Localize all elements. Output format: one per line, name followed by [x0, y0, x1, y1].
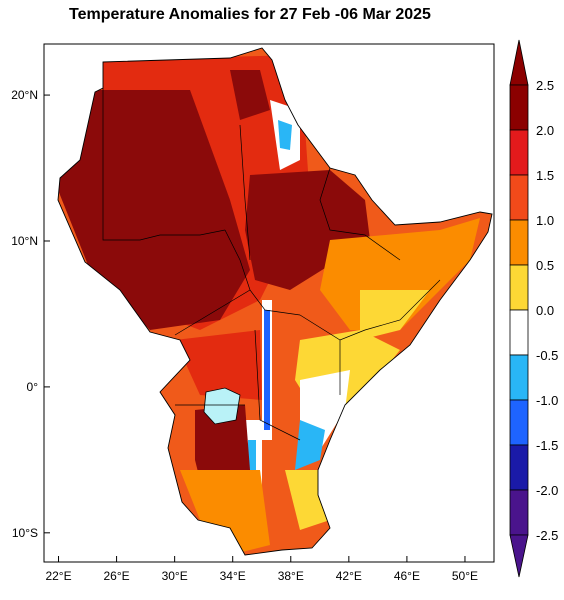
colorbar-segment	[509, 489, 529, 536]
colorbar-segment	[509, 399, 529, 446]
colorbar-label: 0.0	[536, 303, 554, 318]
colorbar-segment	[509, 354, 529, 401]
colorbar-label: -2.5	[536, 528, 558, 543]
colorbar-segment	[509, 219, 529, 266]
colorbar-label: 0.5	[536, 258, 554, 273]
lon-tick-label: 26°E	[104, 569, 130, 583]
lon-tick-label: 22°E	[45, 569, 71, 583]
lon-tick-label: 46°E	[394, 569, 420, 583]
lat-tick-label: 10°N	[11, 234, 38, 248]
colorbar-label: 1.0	[536, 213, 554, 228]
lon-axis: 22°E 26°E 30°E 34°E 38°E 42°E 46°E 50°E	[45, 556, 478, 583]
colorbar-segment	[509, 129, 529, 176]
lat-axis: 20°N 10°N 0° 10°S	[11, 88, 50, 540]
colorbar-label: -1.5	[536, 438, 558, 453]
colorbar-label: -0.5	[536, 348, 558, 363]
map-title: Temperature Anomalies for 27 Feb -06 Mar…	[69, 6, 431, 23]
colorbar-label: 2.5	[536, 78, 554, 93]
colorbar-segment	[509, 264, 529, 311]
colorbar-label: 1.5	[536, 168, 554, 183]
lake-victoria	[203, 387, 241, 425]
colorbar-bottom-arrow	[509, 534, 529, 578]
lat-tick-label: 10°S	[12, 526, 38, 540]
colorbar-top-arrow	[509, 39, 529, 86]
lat-tick-label: 0°	[27, 380, 39, 394]
coastline	[57, 47, 493, 556]
colorbar: 2.5 2.0 1.5 1.0 0.5 0.0 -0.5 -1.0 -1.5 -2.0 -2.5	[509, 39, 558, 578]
lon-tick-label: 50°E	[452, 569, 478, 583]
colorbar-segment	[509, 84, 529, 131]
colorbar-label: 2.0	[536, 123, 554, 138]
colorbar-segment	[509, 309, 529, 356]
lon-tick-label: 30°E	[162, 569, 188, 583]
lon-tick-label: 38°E	[278, 569, 304, 583]
colorbar-segment	[509, 174, 529, 221]
lon-tick-label: 34°E	[220, 569, 246, 583]
country-borders	[102, 88, 441, 441]
colorbar-segment	[509, 444, 529, 491]
lat-tick-label: 20°N	[11, 88, 38, 102]
lon-tick-label: 42°E	[336, 569, 362, 583]
colorbar-label: -1.0	[536, 393, 558, 408]
colorbar-label: -2.0	[536, 483, 558, 498]
